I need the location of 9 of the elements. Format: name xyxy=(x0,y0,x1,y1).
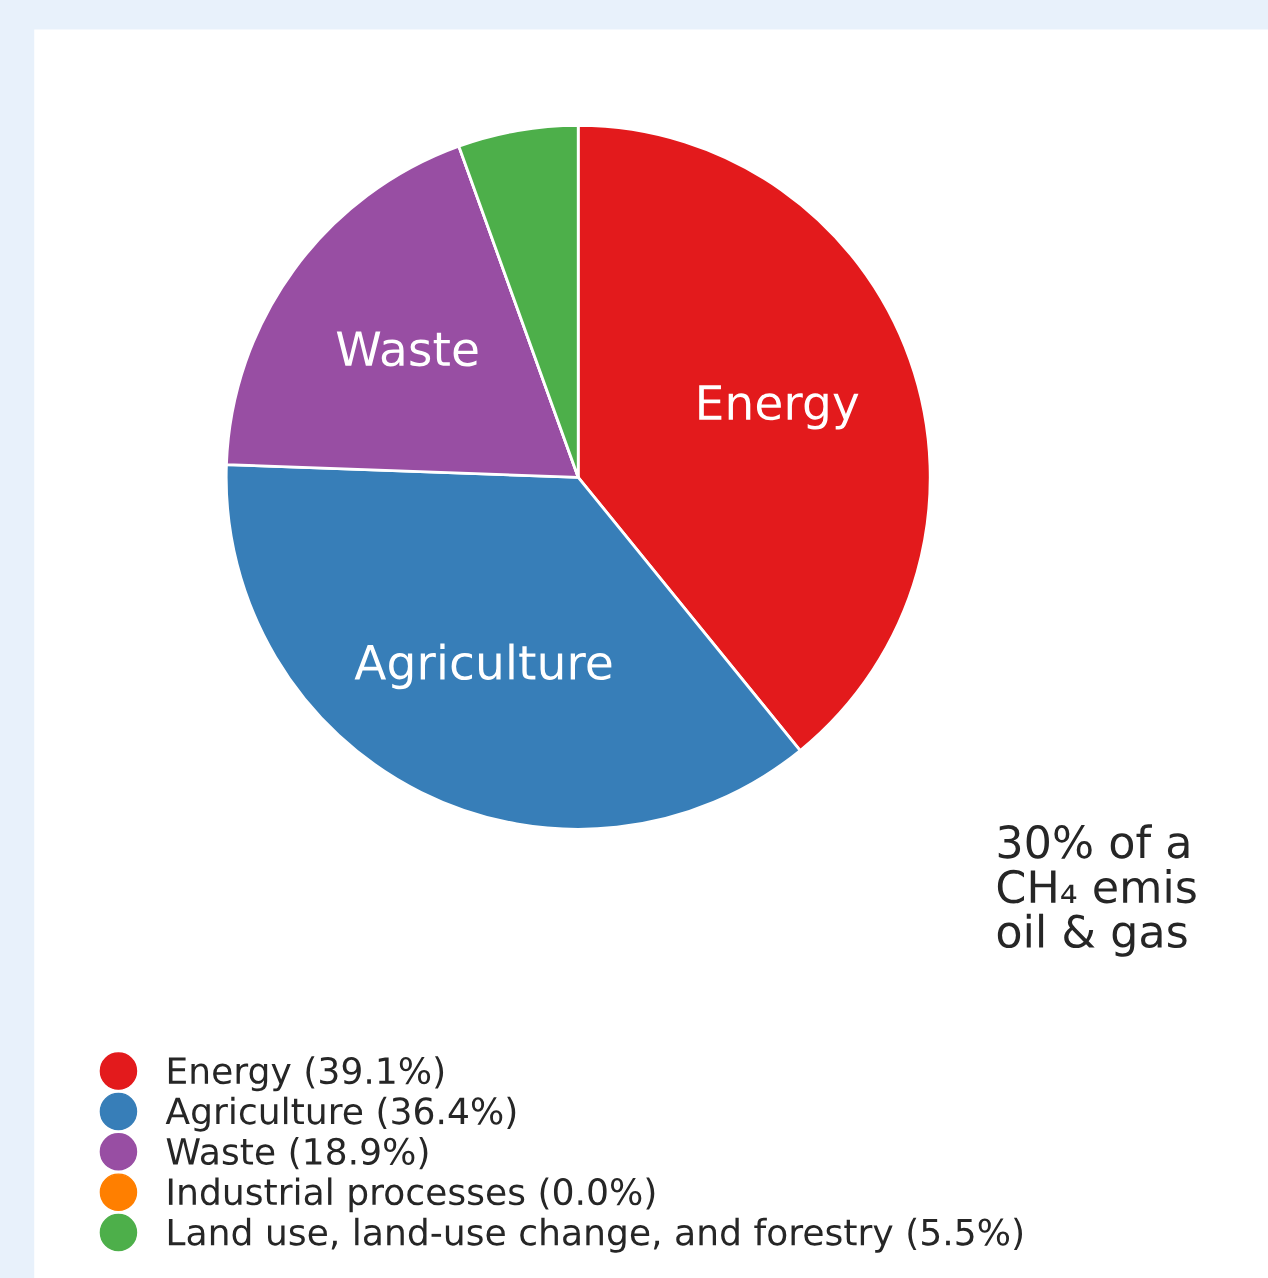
slice-label: Agriculture xyxy=(354,643,612,690)
category-label: Waste (18.9%) xyxy=(166,1137,428,1170)
category-label: Energy (39.1%) xyxy=(168,1056,444,1092)
legend-label: Industrial processes (0.0%) xyxy=(168,1177,655,1213)
slice-label: Waste xyxy=(336,331,478,367)
slice-label: Energy xyxy=(699,385,859,430)
legend-label: Land use, land-use change, and forestry (5.5%) xyxy=(168,1217,1023,1253)
category-label: Agriculture (36.4%) xyxy=(165,1096,516,1132)
text: 30% of a CH₄ emis oil & gas xyxy=(997,824,1196,957)
